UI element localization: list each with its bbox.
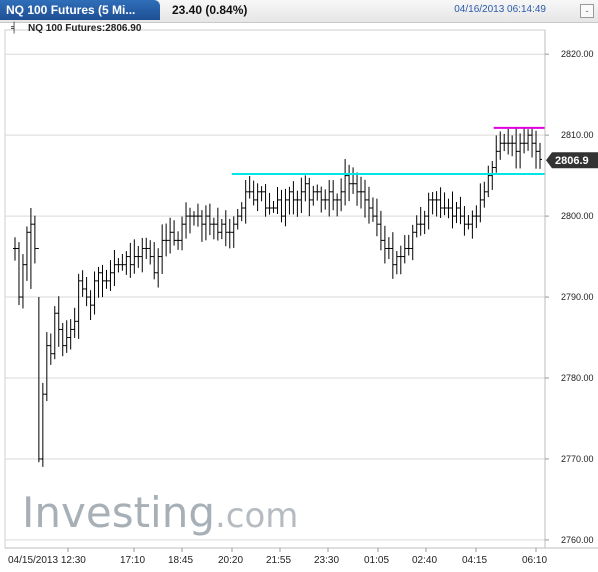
datetime-area: 04/16/2013 06:14:49 xyxy=(440,0,570,20)
series-legend: NQ 100 Futures:2806.90 xyxy=(28,23,142,34)
price-change: 23.40 (0.84%) xyxy=(172,3,248,17)
y-tick-label: 2790.00 xyxy=(561,292,594,302)
ohlc-legend-icon: ╡ xyxy=(11,23,18,34)
axes: 2760.00 2770.00 2780.00 2790.00 2800.00 2810.… xyxy=(5,30,598,566)
chart-header: NQ 100 Futures (5 Mi... 23.40 (0.84%) 04… xyxy=(0,0,598,23)
y-tick-label: 2780.00 xyxy=(561,373,594,383)
x-tick-label: 20:20 xyxy=(218,555,243,566)
y-tick-label: 2770.00 xyxy=(561,454,594,464)
timestamp: 04/16/2013 06:14:49 xyxy=(454,4,546,15)
y-tick-label: 2760.00 xyxy=(561,535,594,545)
x-tick-label: 04:15 xyxy=(462,555,487,566)
watermark-suffix: .com xyxy=(215,496,299,536)
x-tick-label: 21:55 xyxy=(266,555,291,566)
investing-logo-watermark: Investing.com xyxy=(22,488,298,537)
y-tick-label: 2820.00 xyxy=(561,49,594,59)
trend-lines xyxy=(231,126,545,175)
y-tick-label: 2800.00 xyxy=(561,211,594,221)
watermark-main: Investing xyxy=(22,488,215,537)
x-tick-label: 02:40 xyxy=(412,555,437,566)
last-price-tag xyxy=(546,152,598,169)
last-price-label: 2806.9 xyxy=(555,155,589,167)
x-tick-label: 06:10 xyxy=(522,555,547,566)
collapse-toggle-icon[interactable]: - xyxy=(580,4,594,18)
y-tick-label: 2810.00 xyxy=(561,130,594,140)
x-tick-label: 04/15/2013 12:30 xyxy=(8,555,86,566)
x-tick-label: 17:10 xyxy=(120,555,145,566)
x-tick-label: 23:30 xyxy=(314,555,339,566)
ohlc-bars xyxy=(13,126,542,467)
x-tick-label: 01:05 xyxy=(364,555,389,566)
instrument-tab[interactable]: NQ 100 Futures (5 Mi... xyxy=(0,0,160,20)
x-tick-label: 18:45 xyxy=(168,555,193,566)
